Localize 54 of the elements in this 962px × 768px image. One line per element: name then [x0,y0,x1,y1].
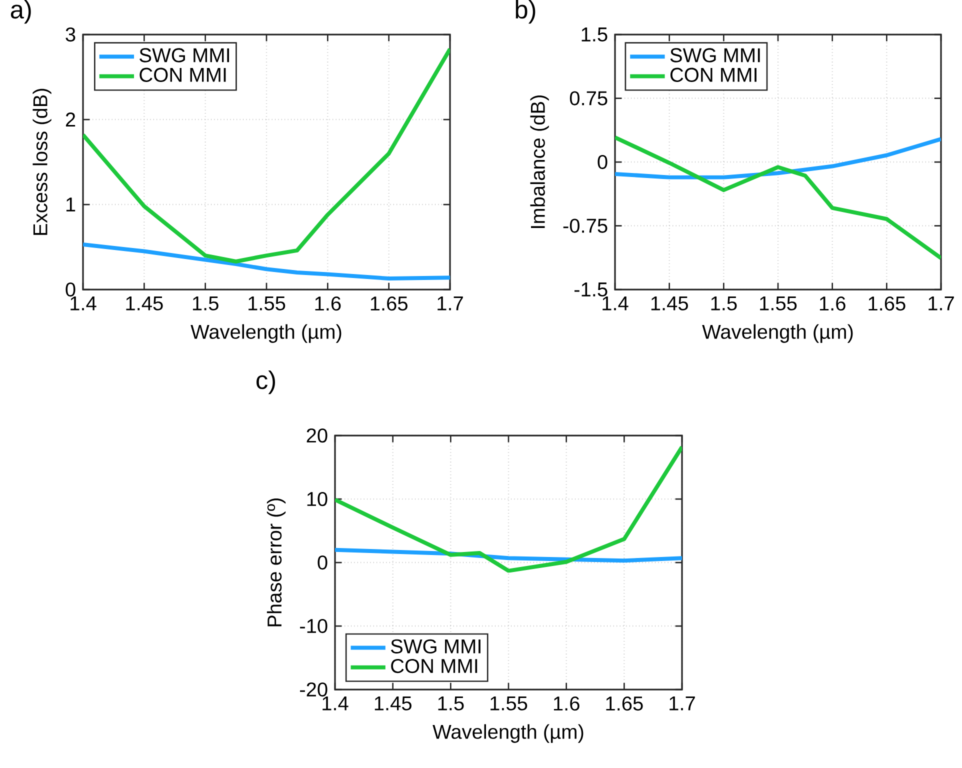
legend-label: SWG MMI [670,48,760,63]
y-axis-title: Phase error (º) [266,498,286,626]
legend-label: SWG MMI [140,48,230,63]
y-tick-label: 0.75 [570,91,608,106]
x-tick-label: 1.55 [248,296,286,311]
y-axis-title: Excess loss (dB) [32,89,52,236]
y-tick-label: -10 [300,619,328,634]
x-tick-label: 1.65 [868,296,906,311]
y-axis-title: Imbalance (dB) [530,96,549,228]
y-tick-label: 0 [598,155,608,170]
legend-label: SWG MMI [390,640,480,654]
x-axis-title: Wavelength (µm) [190,324,342,344]
x-tick-label: 1.65 [606,696,643,711]
y-tick-label: -20 [300,682,328,697]
y-tick-label: 20 [306,428,328,443]
legend-label: CON MMI [670,68,756,82]
y-tick-label: 0 [66,282,76,297]
chart-title: b) [516,0,536,24]
x-tick-label: 1.6 [315,296,341,311]
chart-title: c) [256,370,275,394]
y-tick-label: -0.75 [563,218,608,234]
x-tick-label: 1.45 [126,296,163,311]
y-tick-label: 3 [66,28,76,42]
line-series [615,137,942,180]
x-tick-label: 1.5 [438,696,464,711]
x-tick-label: 1.45 [374,696,412,711]
chart-title: a) [10,0,31,24]
x-axis-title: Wavelength (µm) [432,724,584,744]
x-axis-title: Wavelength (µm) [702,324,853,344]
x-tick-label: 1.7 [670,696,695,710]
y-tick-label: 1 [66,198,76,212]
x-tick-label: 1.7 [928,296,954,310]
x-tick-label: 1.6 [554,696,580,711]
x-tick-label: 1.45 [651,296,688,311]
x-tick-label: 1.6 [820,296,846,311]
y-tick-label: 1.5 [582,28,608,42]
legend-label: CON MMI [140,68,226,82]
x-tick-label: 1.7 [438,296,463,310]
x-tick-label: 1.4 [322,696,348,710]
x-tick-label: 1.55 [760,296,797,311]
y-tick-label: 2 [66,112,76,127]
y-tick-label: -1.5 [574,282,608,297]
x-tick-label: 1.65 [370,296,408,311]
x-tick-label: 1.5 [192,296,218,311]
x-tick-label: 1.55 [490,696,528,711]
x-tick-label: 1.4 [70,296,96,310]
line-series [83,47,450,264]
y-tick-label: 0 [318,556,328,570]
y-tick-label: 10 [307,492,328,506]
x-tick-label: 1.5 [711,296,737,311]
legend-label: CON MMI [391,659,478,674]
x-tick-label: 1.4 [602,296,628,310]
line-series [335,445,682,574]
line-series [615,136,942,260]
